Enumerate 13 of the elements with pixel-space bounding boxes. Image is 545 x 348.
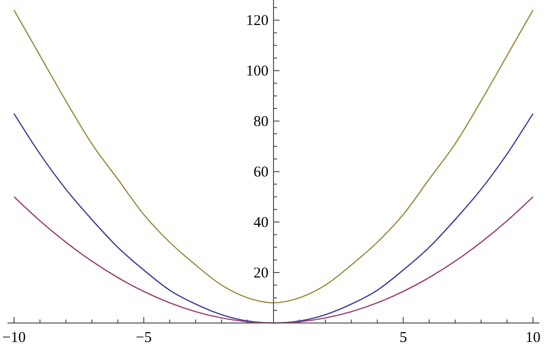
line-series: [13, 9, 534, 304]
line-series: [13, 112, 534, 324]
x-tick-label: −10: [2, 330, 26, 346]
x-tick-label: −5: [136, 330, 152, 346]
y-tick-label: 40: [254, 215, 268, 232]
y-tick-label: 60: [254, 164, 268, 181]
line-series: [13, 196, 534, 324]
x-tick-label: 5: [400, 330, 408, 346]
y-tick-label: 100: [246, 64, 268, 80]
x-tick-label: 10: [526, 330, 541, 346]
y-tick-label: 120: [246, 13, 268, 30]
y-tick-label: 80: [254, 114, 268, 130]
y-tick-label: 20: [254, 266, 268, 282]
